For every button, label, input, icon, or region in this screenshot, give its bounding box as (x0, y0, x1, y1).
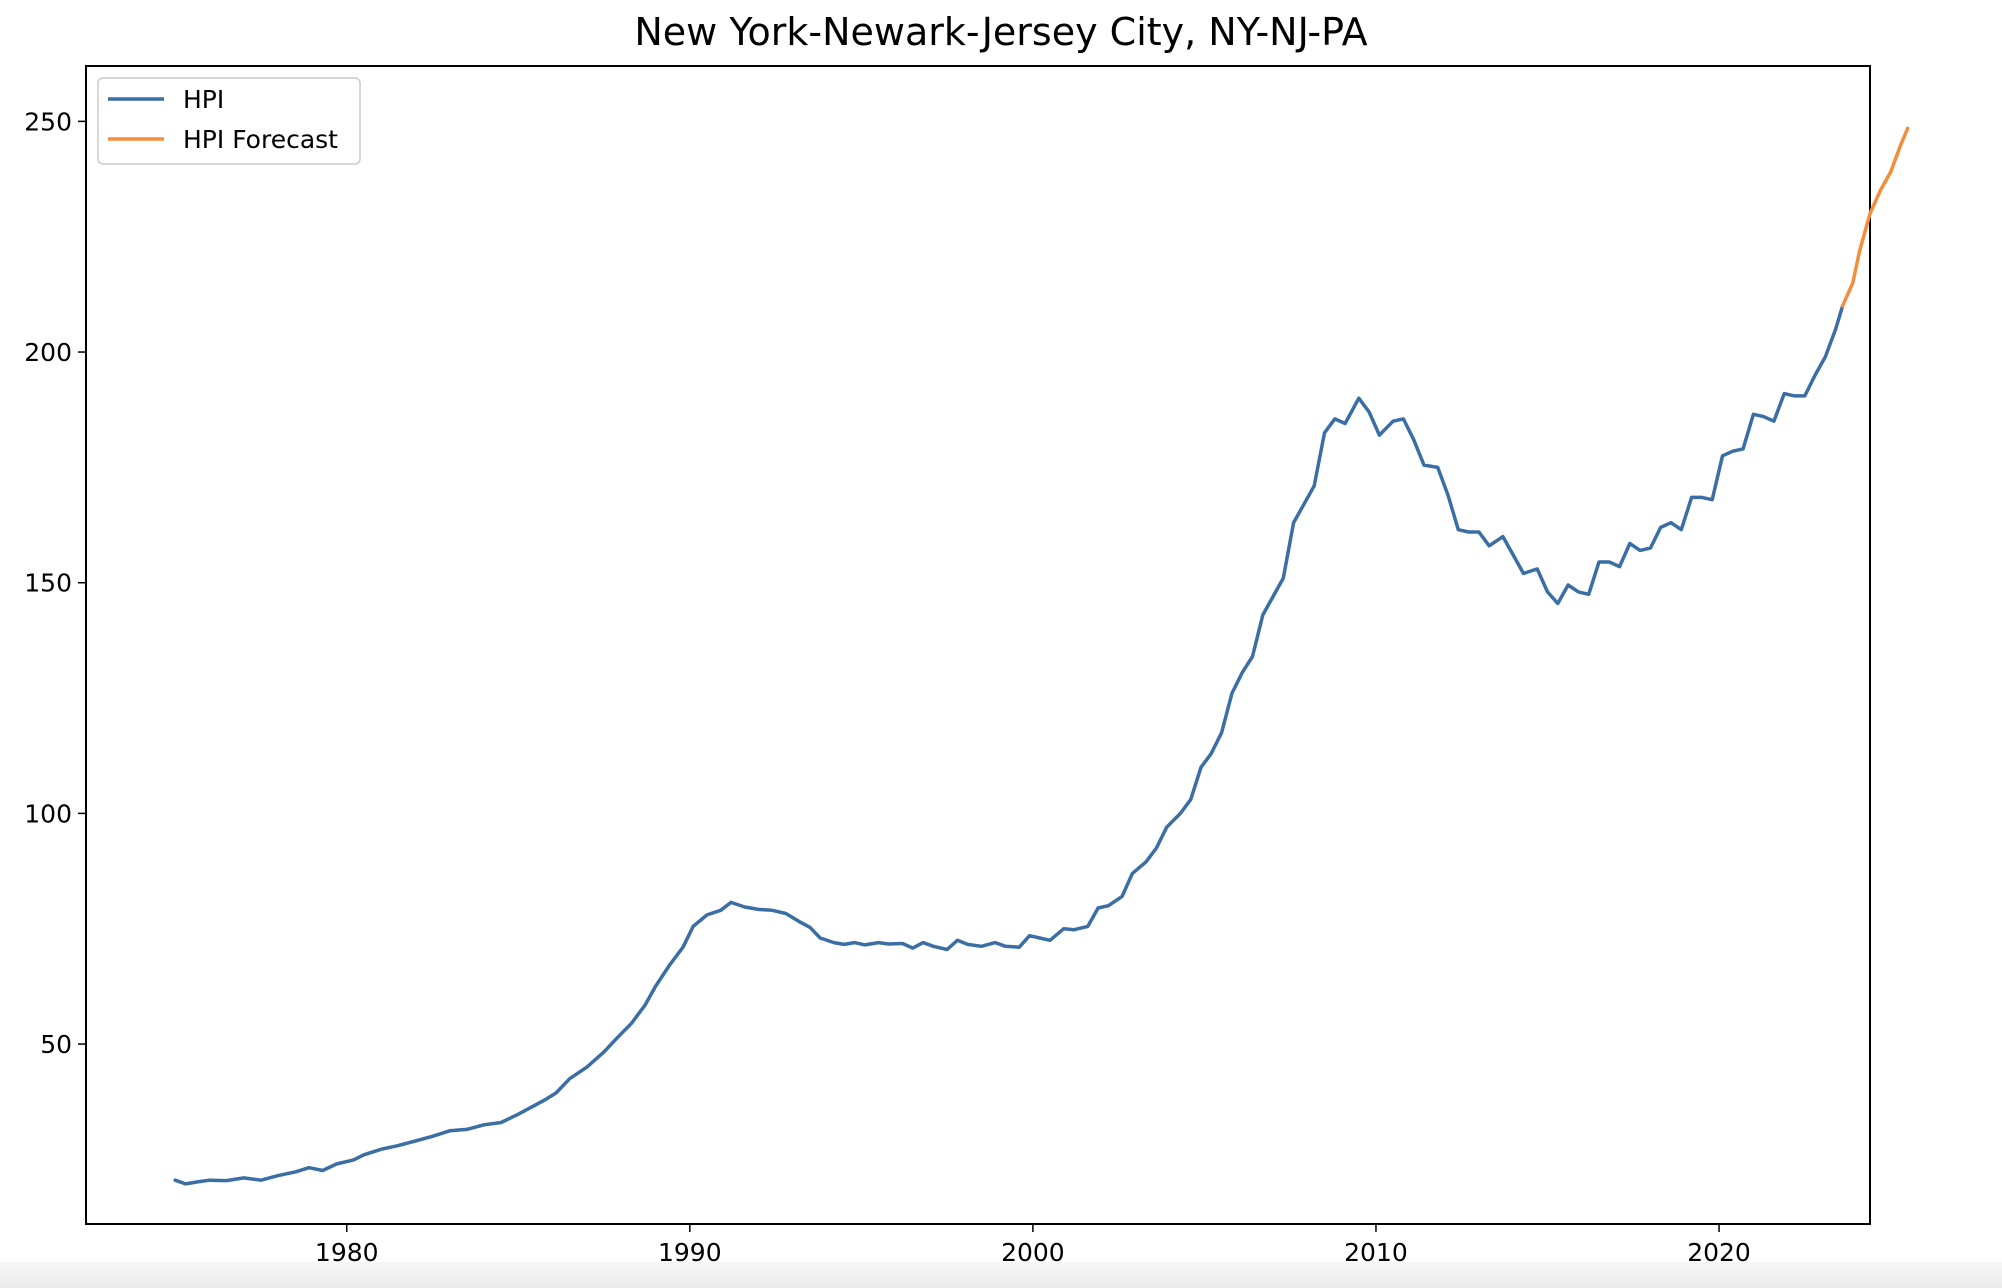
chart-title: New York-Newark-Jersey City, NY-NJ-PA (634, 10, 1368, 54)
y-tick-label: 100 (24, 799, 72, 828)
y-tick-label: 150 (24, 569, 72, 598)
y-tick-label: 250 (24, 107, 72, 136)
legend-label-hpi-forecast: HPI Forecast (183, 125, 338, 154)
x-axis: 1980 1990 2000 2010 2020 (315, 1224, 1751, 1267)
series-line-hpi (173, 304, 1845, 1186)
y-tick-label: 200 (24, 338, 72, 367)
series-layer (173, 126, 1910, 1186)
window-bottom-edge (0, 1262, 2002, 1288)
plot-area-frame (85, 65, 1871, 1225)
series-line-hpi-forecast (1840, 126, 1910, 308)
legend-label-hpi: HPI (183, 85, 224, 114)
legend: HPI HPI Forecast (97, 77, 361, 165)
y-axis: 50 100 150 200 250 (24, 107, 86, 1059)
y-tick-label: 50 (40, 1030, 72, 1059)
